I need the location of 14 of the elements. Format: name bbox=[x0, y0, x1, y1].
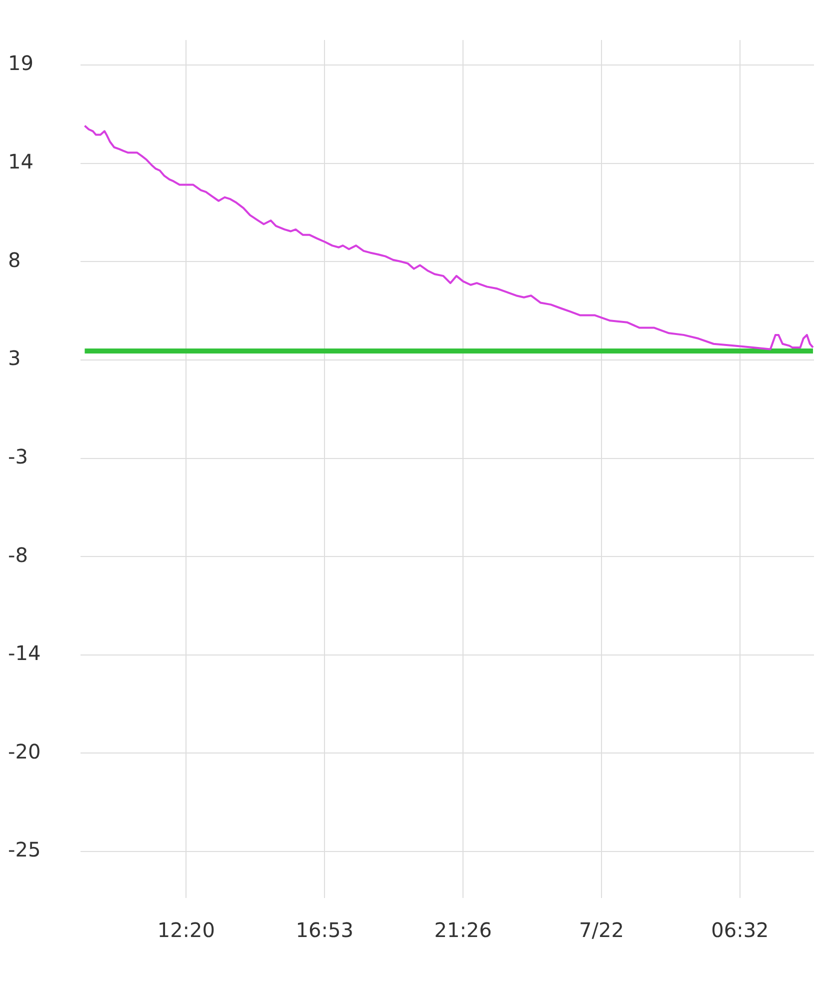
y-tick-label: 8 bbox=[8, 248, 21, 272]
y-tick-label: 3 bbox=[8, 346, 21, 370]
x-tick-label: 21:26 bbox=[434, 918, 492, 942]
x-tick-label: 06:32 bbox=[711, 918, 769, 942]
y-tick-label: 19 bbox=[8, 51, 34, 76]
y-tick-label: 14 bbox=[8, 150, 34, 174]
y-tick-label: -3 bbox=[8, 444, 28, 468]
y-tick-label: -25 bbox=[8, 838, 41, 862]
y-tick-label: -20 bbox=[8, 739, 41, 764]
y-tick-label: -8 bbox=[8, 542, 28, 567]
y-tick-label: -14 bbox=[8, 641, 41, 666]
x-tick-label: 7/22 bbox=[579, 918, 624, 942]
x-tick-label: 16:53 bbox=[296, 918, 354, 942]
x-tick-label: 12:20 bbox=[157, 918, 215, 942]
